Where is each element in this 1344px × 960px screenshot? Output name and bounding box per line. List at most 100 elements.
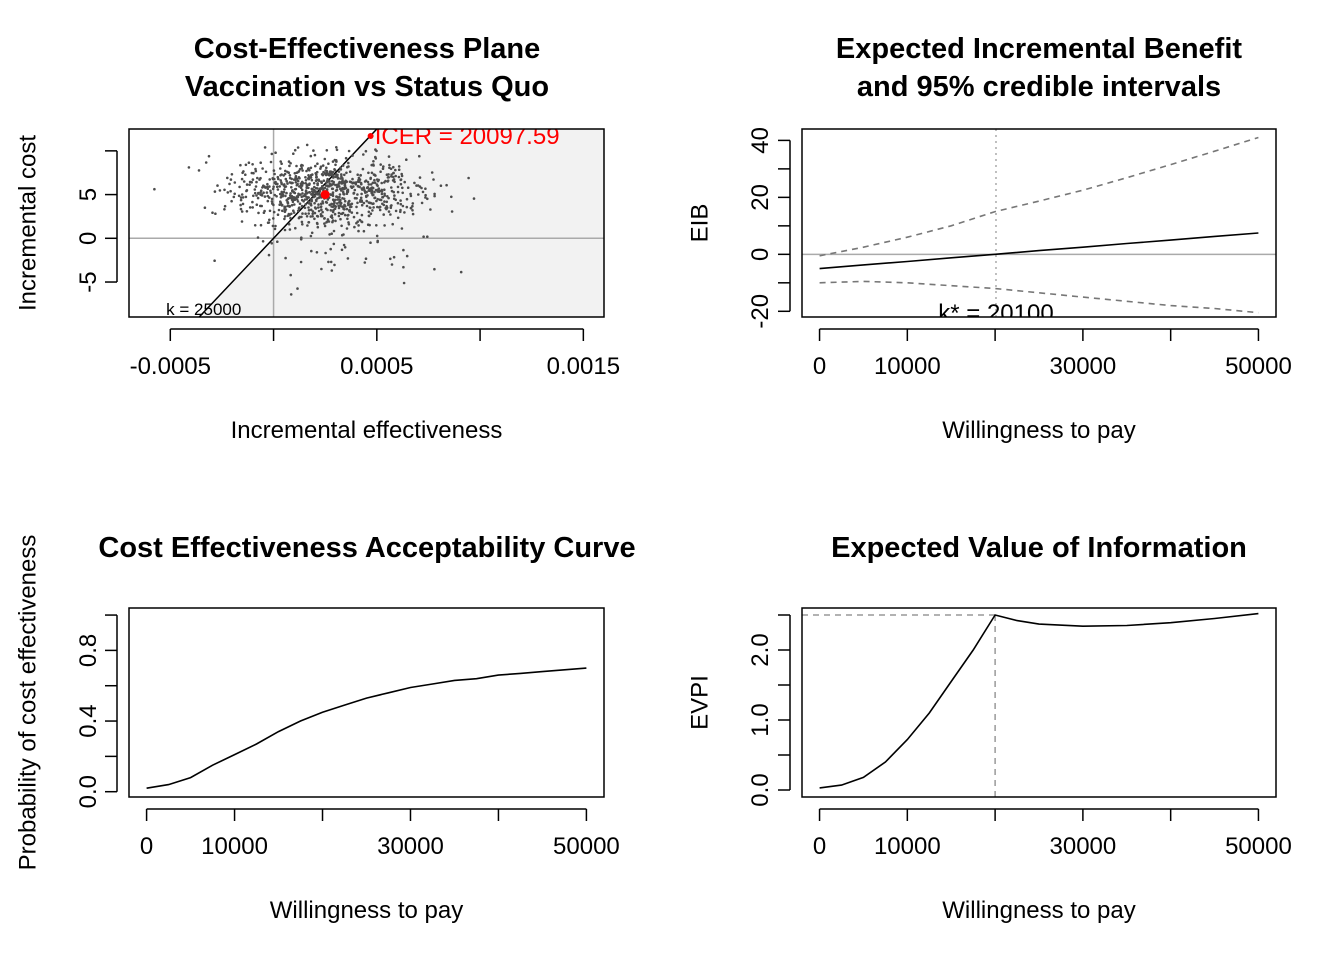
sim-point bbox=[291, 189, 294, 193]
sim-point bbox=[323, 157, 327, 161]
sim-point bbox=[295, 164, 298, 168]
sim-point bbox=[340, 212, 344, 216]
sim-point bbox=[300, 166, 304, 170]
sim-point bbox=[411, 212, 415, 216]
chart-subtitle: and 95% credible intervals bbox=[857, 71, 1221, 103]
sim-point bbox=[275, 195, 278, 198]
sim-point bbox=[344, 186, 348, 190]
sim-point bbox=[305, 215, 309, 218]
sim-point bbox=[307, 206, 310, 209]
sim-point bbox=[432, 178, 435, 181]
sim-point bbox=[330, 202, 333, 206]
sim-point bbox=[372, 206, 375, 209]
sim-point bbox=[366, 194, 369, 197]
sim-point bbox=[296, 287, 299, 290]
sim-point bbox=[335, 146, 338, 149]
sim-point bbox=[391, 222, 395, 226]
sim-point bbox=[397, 175, 401, 179]
sim-point bbox=[424, 193, 427, 197]
sim-point bbox=[402, 281, 406, 285]
sim-point bbox=[283, 205, 286, 209]
sim-point bbox=[310, 199, 313, 202]
sim-point bbox=[276, 213, 280, 216]
icer-label-marker bbox=[367, 132, 374, 139]
sim-point bbox=[303, 193, 307, 196]
sim-point bbox=[332, 176, 335, 179]
sim-point bbox=[383, 200, 386, 203]
sim-point bbox=[317, 178, 321, 181]
sim-point bbox=[342, 207, 345, 211]
sim-point bbox=[305, 143, 309, 147]
sim-point bbox=[304, 212, 307, 215]
sim-point bbox=[369, 206, 372, 210]
sim-point bbox=[302, 194, 305, 198]
x-tick-label: 30000 bbox=[1050, 833, 1117, 860]
sim-point bbox=[369, 177, 372, 181]
sim-point bbox=[364, 149, 368, 153]
sim-point bbox=[233, 181, 237, 184]
sim-point bbox=[290, 186, 293, 189]
sim-point bbox=[417, 193, 420, 196]
sim-point bbox=[229, 178, 233, 181]
sim-point bbox=[283, 215, 287, 218]
sim-point bbox=[347, 213, 350, 217]
sim-point bbox=[367, 171, 370, 175]
sim-point bbox=[293, 148, 297, 152]
sim-point bbox=[418, 176, 422, 179]
sim-point bbox=[370, 189, 374, 193]
sim-point bbox=[307, 221, 310, 224]
sim-point bbox=[281, 193, 284, 196]
sim-point bbox=[213, 190, 217, 193]
sim-point bbox=[335, 195, 338, 198]
sim-point bbox=[369, 241, 372, 244]
sim-point bbox=[300, 220, 304, 224]
sim-point bbox=[197, 169, 201, 172]
x-tick-label: 10000 bbox=[874, 833, 941, 860]
sim-point bbox=[390, 186, 393, 189]
sim-point bbox=[421, 190, 425, 194]
sim-point bbox=[334, 205, 338, 208]
sim-point bbox=[381, 167, 385, 170]
sim-point bbox=[361, 167, 365, 171]
sim-point bbox=[329, 184, 333, 187]
sim-point bbox=[259, 193, 263, 197]
sim-point bbox=[270, 152, 274, 156]
sim-point bbox=[334, 163, 337, 167]
sim-point bbox=[368, 187, 372, 191]
sim-point bbox=[365, 186, 369, 190]
sim-point bbox=[371, 209, 374, 212]
sim-point bbox=[300, 236, 303, 239]
sim-point bbox=[187, 166, 191, 169]
sim-point bbox=[383, 181, 386, 184]
sim-point bbox=[283, 183, 286, 186]
sim-point bbox=[313, 153, 317, 157]
acceptability-region bbox=[129, 129, 604, 317]
sim-point bbox=[330, 232, 334, 235]
sim-point bbox=[294, 181, 298, 184]
sim-point bbox=[409, 192, 412, 196]
sim-point bbox=[230, 199, 233, 203]
sim-point bbox=[268, 218, 271, 222]
sim-point bbox=[326, 218, 330, 221]
sim-point bbox=[411, 209, 414, 212]
sim-point bbox=[329, 193, 332, 196]
sim-point bbox=[251, 200, 254, 204]
sim-point bbox=[372, 173, 376, 176]
sim-point bbox=[336, 198, 340, 201]
sim-point bbox=[316, 222, 319, 226]
sim-point bbox=[376, 179, 380, 183]
x-tick-label: 50000 bbox=[1225, 353, 1292, 380]
sim-point bbox=[265, 191, 269, 194]
sim-point bbox=[424, 187, 427, 190]
sim-point bbox=[268, 178, 272, 181]
sim-point bbox=[433, 194, 436, 198]
sim-point bbox=[325, 166, 328, 170]
sim-point bbox=[306, 177, 310, 180]
sim-point bbox=[372, 193, 375, 197]
sim-point bbox=[242, 180, 246, 183]
y-tick-label: 0.0 bbox=[75, 775, 102, 808]
sim-point bbox=[450, 195, 453, 199]
sim-point bbox=[269, 160, 273, 164]
sim-point bbox=[289, 162, 292, 165]
